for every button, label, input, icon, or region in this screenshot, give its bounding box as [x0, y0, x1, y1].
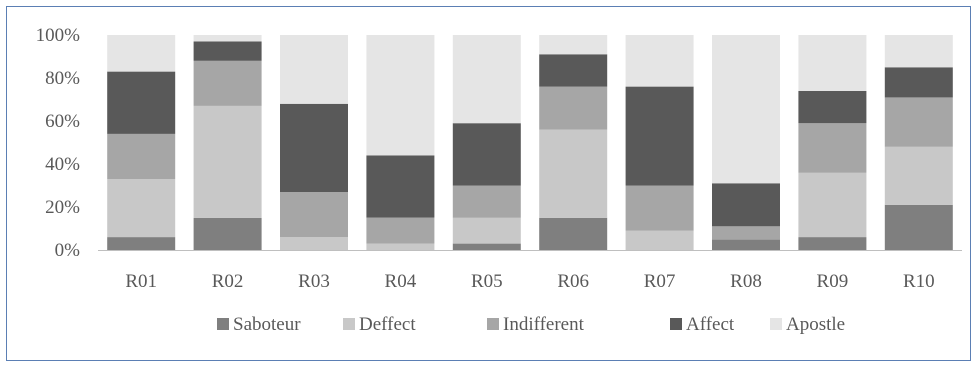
bar-r05-indifferent — [452, 185, 521, 218]
bar-r01-indifferent — [107, 133, 176, 180]
bar-r05-saboteur — [452, 243, 521, 250]
x-tick-label: R09 — [817, 271, 849, 292]
legend-label-saboteur: Saboteur — [233, 314, 301, 335]
bar-r06-indifferent — [539, 86, 608, 130]
bar-r09-saboteur — [798, 237, 867, 250]
bar-r09-indifferent — [798, 123, 867, 173]
axes: R01 R02 R03 R04 R05 R06 R07 R08 R09 R10 0% 20% 40% 60… — [36, 25, 962, 292]
bar-r06-affect — [539, 54, 608, 87]
legend-label-deffect: Deffect — [359, 314, 416, 335]
x-tick-label: R05 — [471, 271, 503, 292]
plot-area — [107, 35, 953, 251]
bar-r07-indifferent — [625, 185, 694, 231]
bar-r02-apostle — [193, 35, 262, 42]
y-tick-label: 60% — [45, 111, 80, 132]
legend-swatch-indifferent — [487, 318, 499, 330]
bar-r07-apostle — [625, 35, 694, 87]
bar-r09-apostle — [798, 35, 867, 91]
bar-r03-deffect — [280, 237, 348, 250]
bar-r04-affect — [366, 155, 435, 218]
bar-r08-apostle — [712, 35, 780, 184]
x-tick-label: R06 — [557, 271, 589, 292]
y-tick-label: 80% — [45, 68, 80, 89]
bar-r10-indifferent — [884, 97, 953, 147]
bar-r03-indifferent — [280, 191, 348, 238]
legend-swatch-apostle — [770, 318, 782, 330]
bar-r04-indifferent — [366, 217, 435, 244]
y-tick-label: 40% — [45, 154, 80, 175]
bar-r06-saboteur — [539, 217, 608, 251]
bar-r06-apostle — [539, 35, 608, 55]
x-tick-label: R10 — [903, 271, 935, 292]
bar-r01-apostle — [107, 35, 176, 72]
bar-r09-deffect — [798, 172, 867, 238]
bar-r01-affect — [107, 71, 176, 134]
x-tick-label: R01 — [125, 271, 157, 292]
y-tick-label: 0% — [55, 240, 81, 261]
bar-r10-deffect — [884, 146, 953, 205]
legend-label-affect: Affect — [686, 314, 735, 335]
bar-r02-indifferent — [193, 60, 262, 106]
bar-r06-deffect — [539, 129, 608, 218]
legend-label-apostle: Apostle — [786, 314, 845, 335]
bar-r08-saboteur — [712, 239, 780, 251]
bar-r05-deffect — [452, 217, 521, 244]
x-tick-label: R03 — [298, 271, 330, 292]
legend-label-indifferent: Indifferent — [503, 314, 585, 335]
bar-r02-affect — [193, 41, 262, 61]
x-tick-label: R04 — [385, 271, 417, 292]
x-tick-label: R02 — [212, 271, 244, 292]
bar-r03-apostle — [280, 35, 348, 104]
bar-r03-affect — [280, 103, 348, 192]
legend-swatch-deffect — [343, 318, 355, 330]
legend-swatch-saboteur — [217, 318, 229, 330]
bar-r10-saboteur — [884, 204, 953, 250]
y-tick-label: 20% — [45, 197, 80, 218]
bar-r08-indifferent — [712, 226, 780, 240]
bar-r09-affect — [798, 90, 867, 124]
x-tick-label: R07 — [644, 271, 676, 292]
bar-r02-saboteur — [193, 217, 262, 251]
bar-r10-apostle — [884, 35, 953, 68]
bar-r04-apostle — [366, 35, 435, 156]
bar-r01-saboteur — [107, 237, 176, 250]
bar-r04-deffect — [366, 243, 435, 250]
y-tick-label: 100% — [36, 25, 81, 46]
x-tick-label: R08 — [730, 271, 762, 292]
bar-r07-affect — [625, 86, 694, 186]
legend: Saboteur Deffect Indifferent Affect Apostle — [217, 314, 845, 335]
bar-r07-deffect — [625, 230, 694, 250]
bar-r10-affect — [884, 67, 953, 98]
bar-r08-affect — [712, 183, 780, 227]
bar-r05-affect — [452, 123, 521, 186]
legend-swatch-affect — [670, 318, 682, 330]
bar-r01-deffect — [107, 179, 176, 238]
bar-r05-apostle — [452, 35, 521, 124]
bar-r02-deffect — [193, 105, 262, 218]
